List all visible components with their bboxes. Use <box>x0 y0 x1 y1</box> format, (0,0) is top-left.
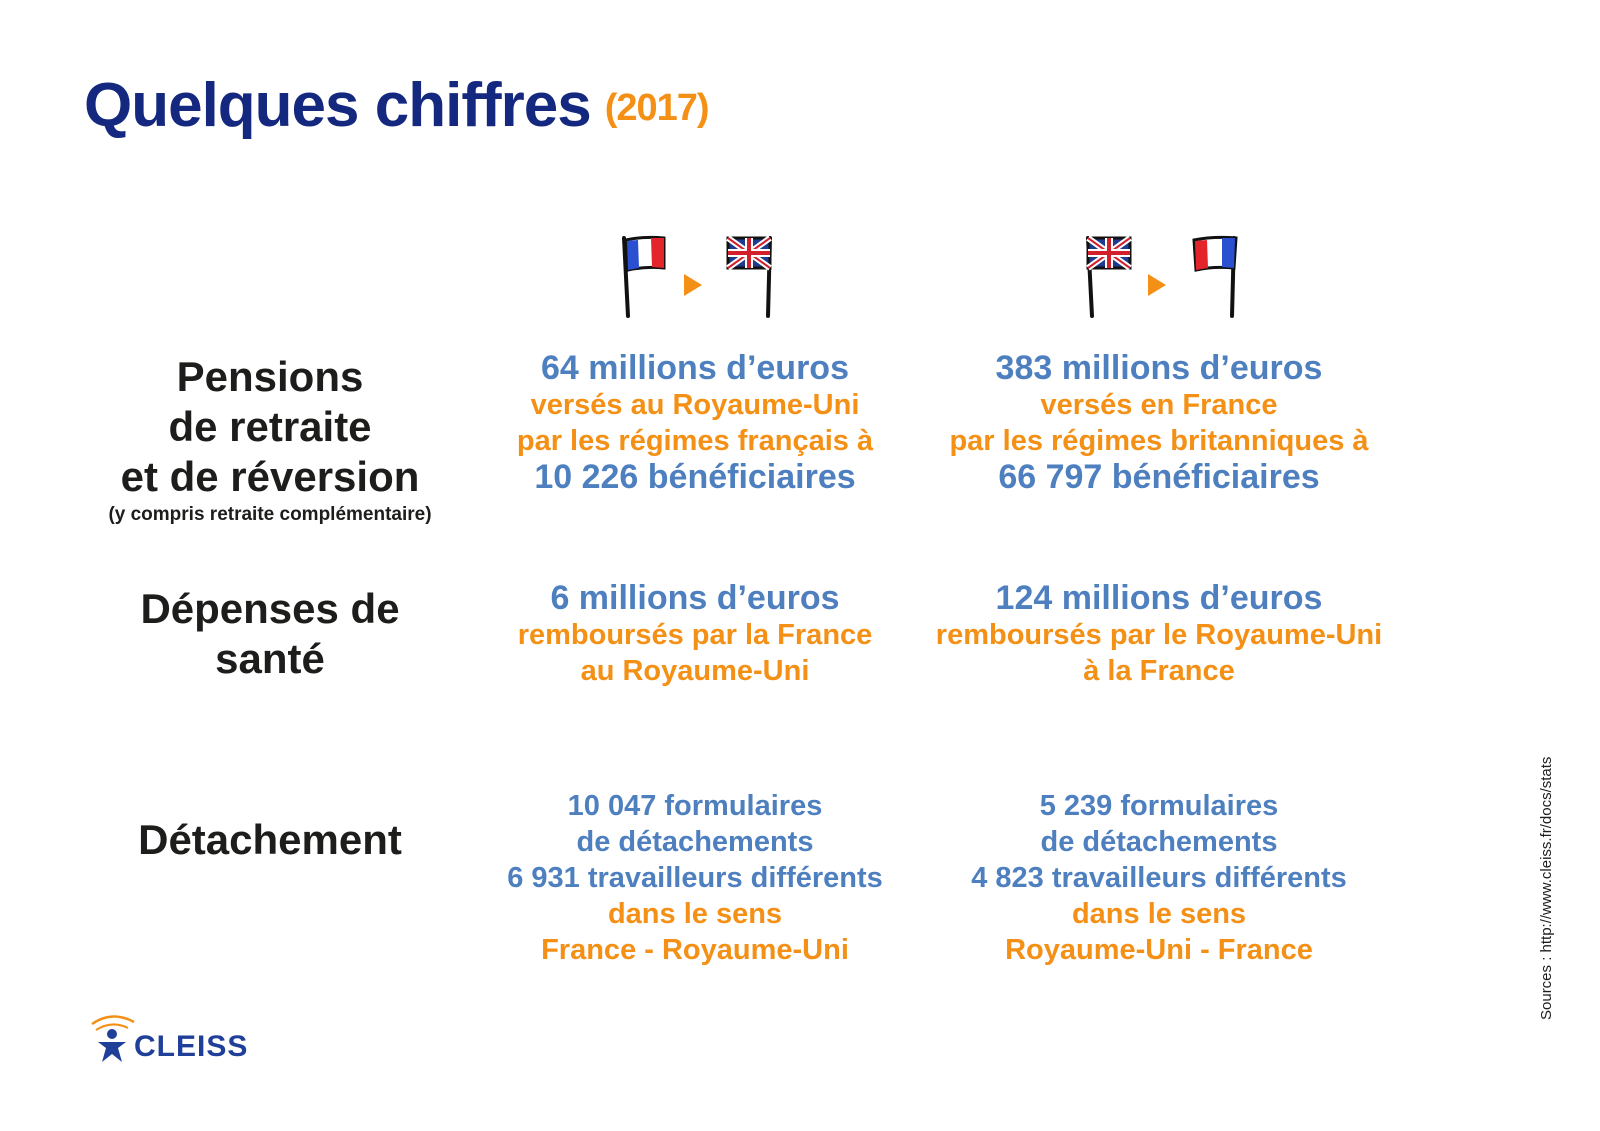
pensions-fr-uk: 64 millions d’euros versés au Royaume-Un… <box>455 350 935 496</box>
direction-uk-fr <box>1078 232 1258 332</box>
detachement-uk-fr-text: dans le sens <box>1071 898 1247 930</box>
sante-uk-fr-text: à la France <box>1083 655 1235 687</box>
sante-fr-uk-text: remboursés par la France <box>517 619 873 651</box>
label-line: santé <box>215 635 325 682</box>
detachement-fr-uk-direction: France - Royaume-Uni <box>541 934 849 966</box>
title-main: Quelques chiffres <box>84 71 592 140</box>
france-flag-icon <box>1192 235 1238 318</box>
detachement-uk-fr-workers: 4 823 travailleurs différents <box>971 862 1347 894</box>
pensions-uk-fr: 383 millions d’euros versés en France pa… <box>919 350 1399 496</box>
sante-uk-fr-amount: 124 millions d’euros <box>995 579 1323 617</box>
direction-fr-uk <box>614 232 794 332</box>
label-line: de retraite <box>168 403 372 450</box>
label-line: et de réversion <box>120 453 420 500</box>
detachement-uk-fr-text: de détachements <box>1040 826 1278 858</box>
pensions-uk-fr-text: par les régimes britanniques à <box>949 425 1369 457</box>
pensions-uk-fr-amount: 383 millions d’euros <box>995 349 1323 387</box>
uk-flag-icon <box>726 235 772 318</box>
logo-text: CLEISS <box>134 1030 249 1063</box>
pensions-uk-fr-text: versés en France <box>1040 389 1278 421</box>
row-label-sante: Dépenses de santé <box>70 584 470 684</box>
direction-arrow-icon <box>684 274 702 296</box>
sante-fr-uk: 6 millions d’euros remboursés par la Fra… <box>455 580 935 689</box>
sante-fr-uk-amount: 6 millions d’euros <box>550 579 840 617</box>
detachement-fr-uk-forms: 10 047 formulaires <box>567 790 823 822</box>
pensions-fr-uk-amount: 64 millions d’euros <box>541 349 849 387</box>
sante-uk-fr-text: remboursés par le Royaume-Uni <box>935 619 1383 651</box>
france-flag-icon <box>622 235 666 318</box>
pensions-fr-uk-text: par les régimes français à <box>516 425 874 457</box>
detachement-fr-uk-workers: 6 931 travailleurs différents <box>507 862 883 894</box>
detachement-uk-fr-direction: Royaume-Uni - France <box>1005 934 1313 966</box>
detachement-fr-uk: 10 047 formulaires de détachements 6 931… <box>455 788 935 968</box>
sante-fr-uk-text: au Royaume-Uni <box>580 655 810 687</box>
pensions-fr-uk-beneficiaries: 10 226 bénéficiaires <box>534 458 856 496</box>
detachement-fr-uk-text: de détachements <box>576 826 814 858</box>
row-label-pensions: Pensions de retraite et de réversion (y … <box>70 352 470 528</box>
page-title: Quelques chiffres (2017) <box>84 70 710 141</box>
title-year: (2017) <box>604 87 710 129</box>
label-note: (y compris retraite complémentaire) <box>108 504 432 525</box>
detachement-uk-fr-forms: 5 239 formulaires <box>1039 790 1279 822</box>
detachement-fr-uk-text: dans le sens <box>607 898 783 930</box>
sante-uk-fr: 124 millions d’euros remboursés par le R… <box>919 580 1399 689</box>
cleiss-logo: CLEISS <box>88 1010 268 1070</box>
source-note: Sources : http://www.cleiss.fr/docs/stat… <box>1538 756 1555 1020</box>
label-line: Détachement <box>138 816 402 863</box>
row-label-detachement: Détachement <box>70 815 470 865</box>
detachement-uk-fr: 5 239 formulaires de détachements 4 823 … <box>919 788 1399 968</box>
uk-flag-icon <box>1086 235 1132 318</box>
person-star-icon <box>91 1015 135 1062</box>
pensions-uk-fr-beneficiaries: 66 797 bénéficiaires <box>998 458 1320 496</box>
label-line: Pensions <box>176 353 364 400</box>
pensions-fr-uk-text: versés au Royaume-Uni <box>530 389 860 421</box>
direction-arrow-icon <box>1148 274 1166 296</box>
label-line: Dépenses de <box>140 585 400 632</box>
